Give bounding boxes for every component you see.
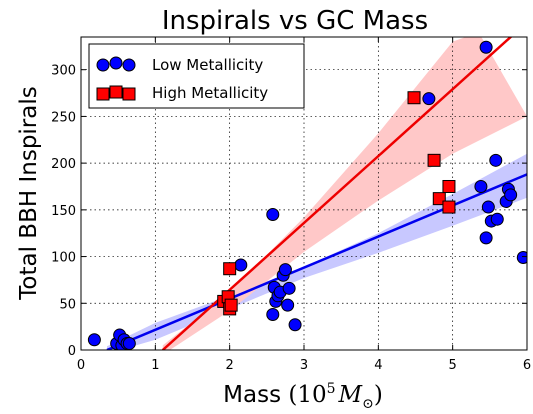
legend-low-marker-1: [96, 58, 110, 72]
data-point-low-metallicity: [234, 258, 248, 272]
data-point-low-metallicity: [278, 263, 292, 277]
y-tick-label: 100: [51, 251, 76, 266]
y-axis-label: Total BBH Inspirals: [16, 86, 42, 300]
y-tick-label: 300: [51, 64, 76, 79]
data-point-low-metallicity: [481, 200, 495, 214]
x-axis-unit-close: ): [374, 382, 383, 408]
data-point-low-metallicity: [288, 318, 302, 332]
data-point-low-metallicity: [516, 251, 527, 264]
data-point-high-metallicity: [442, 179, 456, 193]
data-point-high-metallicity: [432, 192, 446, 206]
data-point-low-metallicity: [490, 212, 504, 226]
legend-low-label: Low Metallicity: [152, 56, 263, 74]
data-point-low-metallicity: [479, 40, 493, 54]
data-point-low-metallicity: [266, 208, 280, 222]
x-axis-unit-base: (10: [288, 382, 326, 408]
legend: Low Metallicity High Metallicity: [88, 43, 305, 109]
data-point-high-metallicity: [223, 262, 237, 276]
x-tick-label: 6: [523, 358, 531, 373]
data-point-low-metallicity: [489, 153, 503, 167]
x-tick-label: 5: [449, 358, 457, 373]
x-tick-label: 4: [374, 358, 382, 373]
data-point-low-metallicity: [479, 231, 493, 245]
data-point-high-metallicity: [407, 91, 421, 105]
data-point-low-metallicity: [504, 188, 518, 202]
chart-title: Inspirals vs GC Mass: [162, 6, 428, 36]
confidence-band-high: [162, 37, 527, 350]
x-axis-unit-exponent: 5: [327, 381, 336, 397]
fit-line-low: [106, 173, 527, 350]
data-point-low-metallicity: [282, 281, 296, 295]
data-point-low-metallicity: [474, 179, 488, 193]
x-tick-label: 2: [226, 358, 234, 373]
data-point-low-metallicity: [422, 92, 436, 106]
legend-low-marker-3: [122, 58, 136, 72]
y-tick-label: 0: [68, 344, 76, 359]
confidence-band-low: [107, 153, 527, 350]
data-point-high-metallicity: [427, 153, 441, 167]
x-tick-label: 0: [77, 358, 85, 373]
legend-high-label: High Metallicity: [152, 84, 268, 102]
x-tick-label: 3: [300, 358, 308, 373]
data-point-low-metallicity: [87, 333, 101, 347]
y-tick-label: 150: [51, 204, 76, 219]
data-point-low-metallicity: [266, 307, 280, 321]
y-tick-label: 250: [51, 110, 76, 125]
x-axis-unit-mass: M: [338, 382, 364, 408]
legend-high-marker-2: [109, 85, 123, 99]
plot-area: [81, 37, 527, 350]
x-axis-unit-solar: ⊙: [362, 396, 374, 412]
data-point-low-metallicity: [122, 336, 136, 350]
x-axis-label: Mass (105 M⊙): [223, 381, 383, 412]
legend-low-marker-2: [109, 56, 123, 70]
data-point-high-metallicity: [224, 298, 238, 312]
legend-high-marker-1: [96, 87, 110, 101]
y-tick-label: 200: [51, 157, 76, 172]
y-tick-label: 50: [59, 297, 76, 312]
data-point-low-metallicity: [281, 298, 295, 312]
x-tick-label: 1: [151, 358, 159, 373]
legend-high-marker-3: [122, 87, 136, 101]
data-point-high-metallicity: [442, 200, 456, 214]
x-axis-label-main: Mass: [223, 382, 281, 408]
